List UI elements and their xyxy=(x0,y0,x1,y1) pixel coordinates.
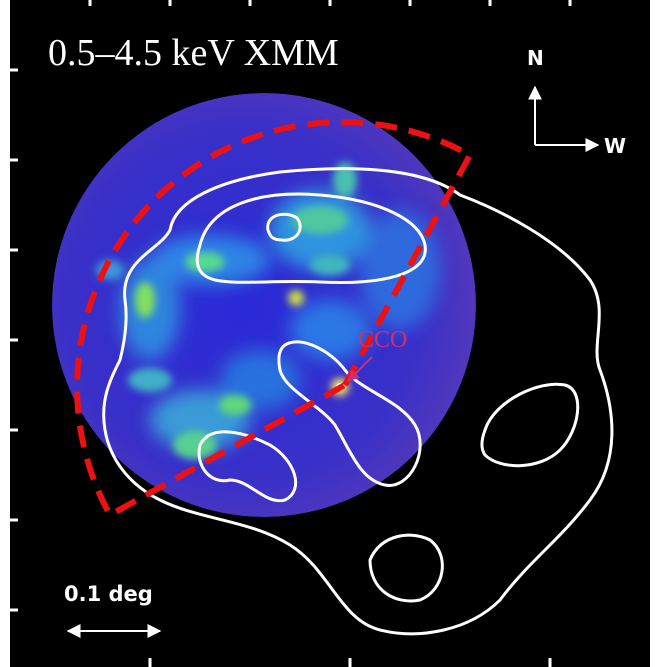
xray-disk xyxy=(52,93,476,517)
north-label: N xyxy=(527,46,544,70)
title: 0.5–4.5 keV XMM xyxy=(48,32,339,74)
west-label: W xyxy=(604,134,626,158)
scale-label: 0.1 deg xyxy=(64,582,153,606)
source-label: CCO xyxy=(358,327,407,353)
image: 0.5–4.5 keV XMM N W CCO 0.1 deg xyxy=(0,0,660,667)
